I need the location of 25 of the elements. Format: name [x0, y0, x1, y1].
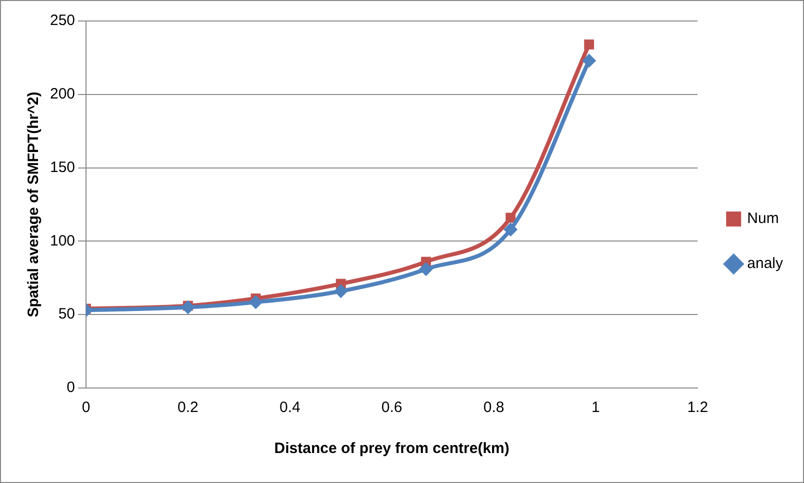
point [334, 284, 348, 298]
x-tick-label: 0.8 [483, 399, 504, 416]
x-axis-title: Distance of prey from centre(km) [274, 440, 510, 458]
point [180, 300, 195, 314]
y-tick-label: 100 [50, 232, 76, 250]
x-tick-label: 0.2 [178, 399, 198, 416]
y-tick-label: 50 [58, 306, 76, 323]
point [248, 295, 263, 310]
y-tick-label: 150 [50, 158, 76, 176]
point [584, 40, 594, 50]
point [418, 262, 433, 276]
x-tick-label: 0 [82, 399, 90, 416]
legend-label: Num [747, 210, 779, 228]
x-tick-label: 1.2 [687, 399, 708, 416]
x-tick-label: 0.4 [279, 399, 300, 416]
x-tick-label: 1 [592, 399, 600, 416]
y-tick-label: 0 [66, 379, 76, 396]
point [504, 222, 518, 236]
point [506, 212, 516, 223]
y-axis-title: Spatial average of SMFPT(hr^2) [25, 92, 42, 318]
y-tick-label: 200 [50, 86, 76, 103]
legend-label: analy [747, 255, 784, 272]
y-tick-label: 250 [50, 12, 76, 30]
point [582, 54, 596, 68]
x-tick-label: 0.6 [381, 399, 402, 416]
